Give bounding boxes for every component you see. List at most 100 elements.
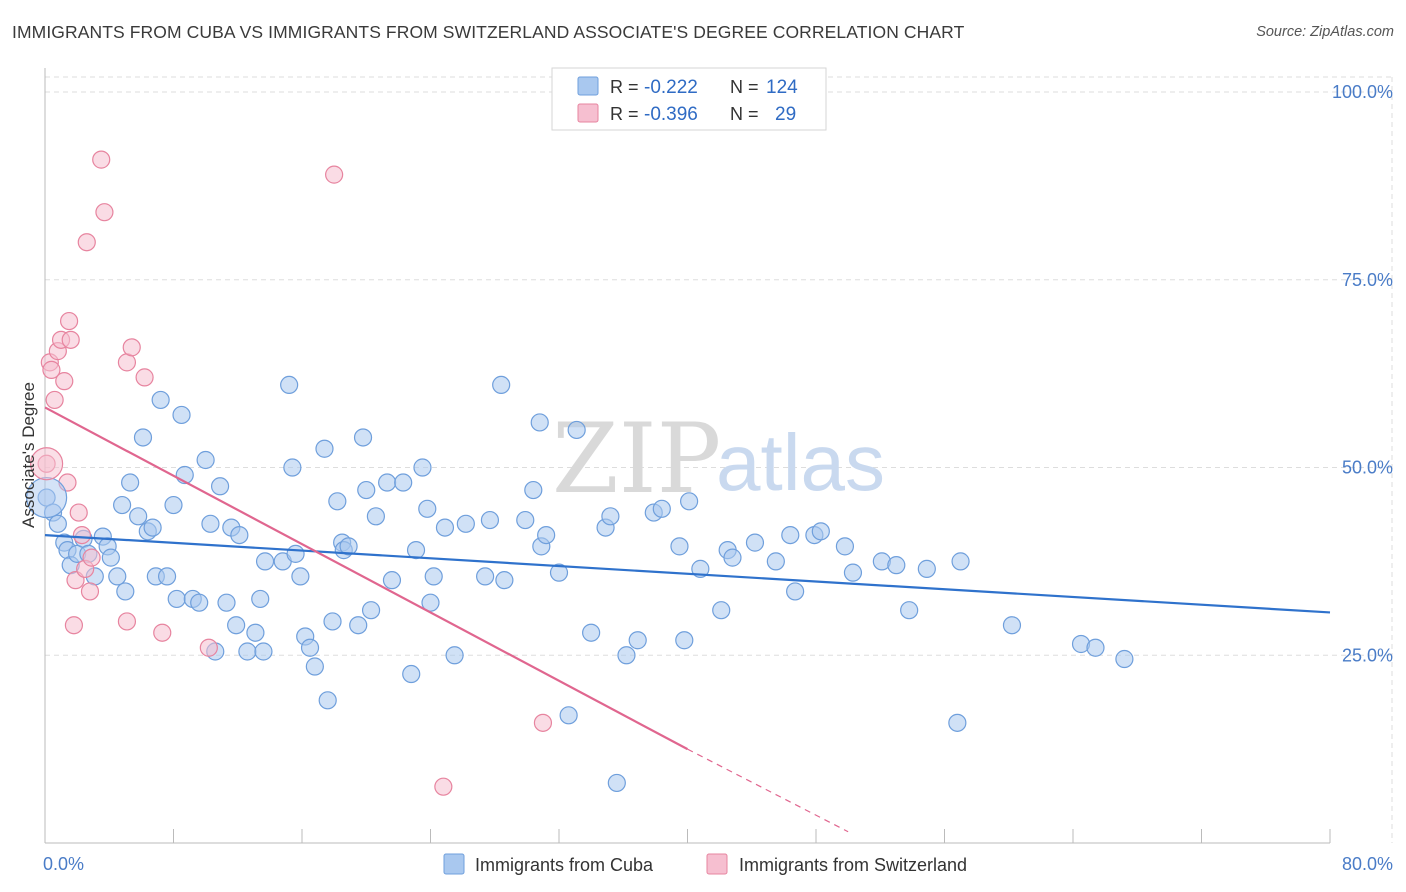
cuba-point: [917, 559, 936, 578]
cuba-point: [492, 375, 511, 395]
cuba-point: [1002, 616, 1022, 635]
swiss-point: [135, 368, 154, 387]
cuba-point: [151, 390, 170, 410]
swiss-point: [434, 777, 453, 796]
cuba-point: [413, 458, 432, 477]
cuba-point: [143, 518, 162, 537]
cuba-point: [366, 507, 385, 526]
swiss-point: [117, 353, 137, 372]
cuba-point: [607, 773, 626, 793]
swiss-point: [153, 623, 172, 642]
cuba-point: [339, 537, 358, 556]
watermark: ZIP atlas: [552, 403, 885, 515]
cuba-point: [305, 657, 324, 676]
cuba-point: [254, 642, 273, 661]
cuba-point: [133, 428, 153, 447]
cuba-point: [601, 507, 620, 526]
cuba-point: [476, 567, 495, 586]
cuba-point: [394, 473, 413, 492]
swiss-point: [82, 548, 101, 567]
cuba-point: [323, 612, 342, 631]
correlation-legend: R = -0.222 N = 124 R = -0.396 N = 29: [551, 67, 827, 131]
watermark-atlas: atlas: [716, 418, 885, 507]
cuba-point: [318, 691, 337, 710]
swiss-point: [122, 338, 141, 357]
cuba-point: [456, 514, 475, 533]
cuba-point: [157, 567, 177, 586]
swiss-point: [77, 233, 96, 252]
cuba-point: [781, 525, 800, 545]
y-tick-label: 100.0%: [1332, 82, 1393, 102]
cuba-point: [167, 589, 186, 609]
cuba-point: [766, 552, 785, 571]
cuba-point: [421, 593, 440, 612]
cuba-point: [217, 593, 236, 612]
grid-lines: [45, 76, 1393, 843]
y-tick-label: 25.0%: [1342, 645, 1393, 665]
cuba-point: [230, 525, 249, 545]
y-tick-label: 50.0%: [1342, 458, 1393, 478]
cuba-point: [887, 556, 906, 575]
bottom-legend-label-swiss: Immigrants from Switzerland: [739, 855, 967, 875]
cuba-point: [723, 548, 742, 567]
swiss-trend-extension: [687, 748, 849, 833]
cuba-point: [424, 567, 443, 586]
cuba-point: [843, 563, 863, 582]
cuba-point: [582, 623, 601, 642]
cuba-point: [537, 525, 556, 545]
cuba-point: [1115, 649, 1134, 669]
axes: 25.0% 50.0% 75.0% 100.0% 0.0% 80.0%: [43, 68, 1393, 874]
cuba-point: [251, 589, 270, 609]
x-tick-label-max: 80.0%: [1342, 854, 1393, 874]
swiss-point: [64, 616, 84, 635]
swiss-trend-line: [44, 406, 689, 751]
cuba-point: [246, 623, 265, 642]
cuba-point: [680, 492, 699, 511]
cuba-point: [712, 601, 731, 620]
cuba-point: [255, 552, 275, 571]
cuba-point: [524, 480, 543, 500]
cuba-point: [283, 458, 302, 477]
x-tick-label-min: 0.0%: [43, 854, 84, 874]
cuba-point: [349, 616, 368, 635]
cuba-point: [227, 616, 246, 635]
swiss-point: [199, 638, 218, 657]
cuba-point: [900, 601, 919, 620]
cuba-point: [418, 499, 437, 518]
cuba-point: [948, 713, 967, 732]
cuba-point: [164, 495, 183, 515]
cuba-trend-line: [44, 534, 1331, 614]
legend-n-label-swiss: N =: [730, 104, 759, 124]
cuba-point: [286, 544, 305, 563]
cuba-point: [361, 601, 381, 620]
swiss-point: [92, 150, 111, 169]
swiss-point: [72, 525, 92, 545]
legend-r-value-cuba: -0.222: [644, 77, 698, 98]
cuba-point: [291, 567, 310, 586]
cuba-point: [628, 631, 647, 650]
swiss-point: [42, 360, 61, 379]
cuba-point: [445, 646, 464, 665]
cuba-point: [328, 492, 347, 511]
bottom-legend-swatch-swiss: [706, 853, 728, 875]
cuba-point: [116, 582, 135, 601]
chart-title: IMMIGRANTS FROM CUBA VS IMMIGRANTS FROM …: [12, 22, 965, 42]
cuba-point: [549, 563, 569, 582]
cuba-point: [530, 413, 549, 432]
legend-r-label-swiss: R =: [610, 104, 639, 124]
y-axis-title: Associate's Degree: [19, 382, 38, 528]
cuba-point: [196, 450, 215, 470]
swiss-point: [117, 612, 137, 631]
legend-swatch-swiss: [577, 103, 599, 123]
trend-lines: [44, 406, 1331, 833]
legend-r-value-swiss: -0.396: [644, 104, 698, 125]
swiss-point: [325, 165, 344, 184]
cuba-point: [691, 559, 710, 578]
cuba-point: [48, 514, 67, 533]
cuba-point: [951, 552, 970, 571]
swiss-point: [61, 330, 80, 349]
cuba-point: [652, 499, 671, 518]
cuba-point: [101, 548, 120, 567]
legend-n-value-cuba: 124: [766, 77, 798, 98]
